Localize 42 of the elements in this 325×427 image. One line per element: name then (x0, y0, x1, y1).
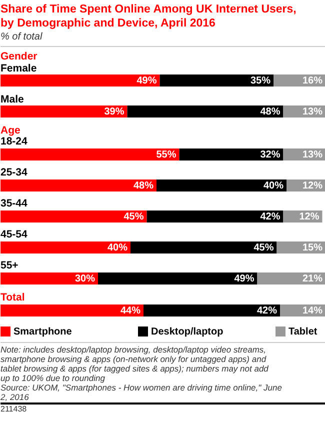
data-label: 40% (107, 242, 128, 254)
data-label: 35% (250, 76, 271, 86)
data-label: 21% (302, 274, 323, 284)
data-label: 48% (133, 180, 154, 192)
y-tick-label: Male (0, 94, 24, 106)
legend-label: Desktop/laptop (151, 326, 224, 338)
data-label: 13% (302, 150, 323, 160)
data-label: 48% (260, 106, 280, 118)
data-label: 42% (260, 212, 280, 222)
chart-title: Share of Time Spent Online Among UK Internet Users, by Demographic and Device, April 2016 (0, 4, 296, 30)
data-label: 39% (104, 106, 124, 118)
y-tick-label: Gender (0, 50, 38, 62)
y-tick-label: Age (0, 124, 20, 136)
chart-subtitle: % of total (0, 32, 43, 42)
data-label: 13% (302, 106, 323, 118)
source-note: Source: UKOM, "Smartphones - How women are driving time online," June 2, 2016 (0, 382, 282, 402)
data-label: 40% (263, 180, 284, 192)
data-label: 55% (156, 150, 176, 160)
y-tick-label: Total (0, 292, 25, 304)
data-label: 44% (120, 306, 141, 316)
legend-label: Smartphone (14, 326, 72, 338)
y-tick-label: 25-34 (0, 166, 28, 178)
data-label: 42% (256, 306, 278, 316)
y-tick-label: 55+ (0, 260, 18, 272)
data-label: 45% (254, 242, 274, 254)
data-label: 45% (124, 212, 144, 222)
data-label: 49% (234, 274, 254, 284)
data-label: 15% (302, 242, 323, 254)
text: 211438 (0, 404, 28, 414)
y-tick-label: Female (0, 62, 37, 74)
legend-label: Tablet (288, 326, 318, 338)
y-tick-label: 35-44 (0, 198, 28, 210)
text: Note: includes desktop/laptop browsing, desktop/laptop video streams, smartphone browsing & apps (on-network only for untagged apps) and tablet browsing & apps (for tagged sites & apps); numbers may not add up to 100% due to rounding (0, 344, 269, 383)
y-tick-label: 45-54 (0, 228, 28, 240)
data-label: 49% (136, 76, 157, 86)
data-label: 16% (302, 76, 323, 86)
data-label: 14% (302, 306, 323, 316)
data-label: 32% (260, 150, 280, 160)
data-label: 30% (74, 274, 96, 284)
data-label: 12% (302, 180, 323, 192)
y-tick-label: 18-24 (0, 136, 28, 148)
data-label: 12% (299, 212, 320, 222)
